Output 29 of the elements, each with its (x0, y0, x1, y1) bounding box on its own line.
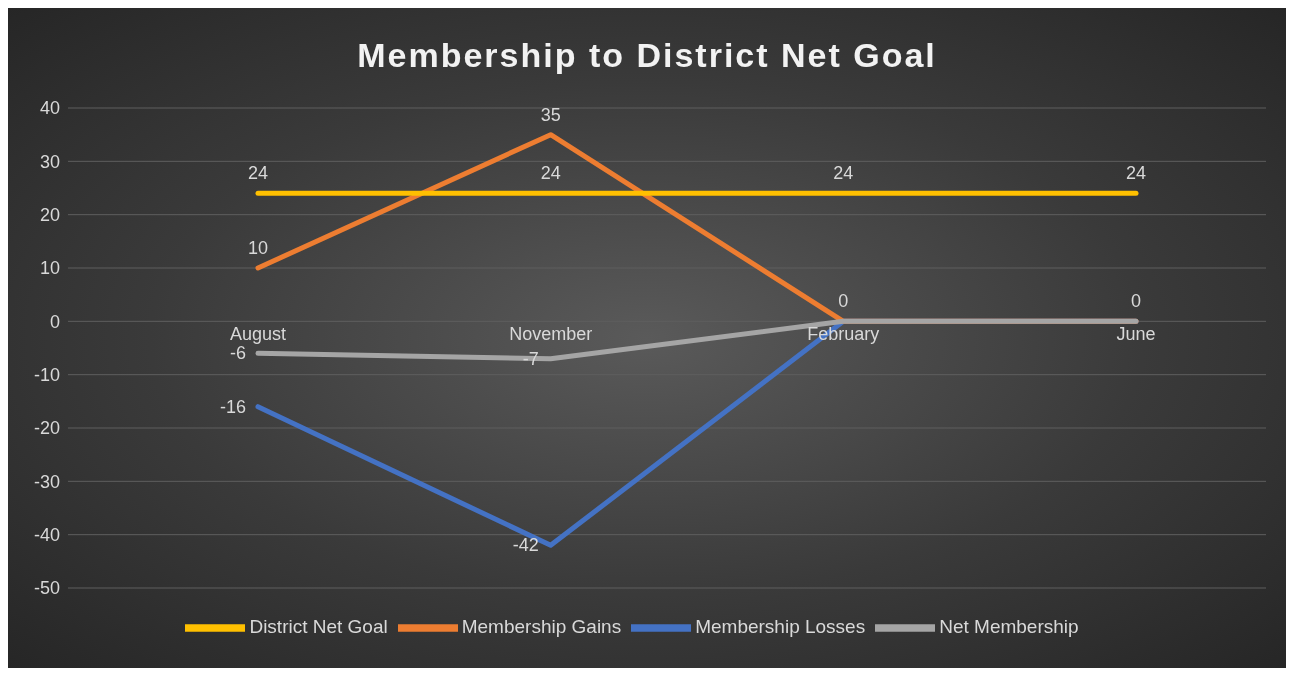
y-tick-label: 0 (49, 311, 60, 332)
data-label: 24 (1125, 163, 1147, 184)
y-tick-label: 40 (39, 98, 60, 119)
data-label: 35 (540, 104, 561, 125)
legend-label: Membership Gains (461, 616, 622, 638)
legend-label: Net Membership (939, 616, 1079, 638)
data-label: 10 (247, 238, 269, 258)
y-tick-label: -40 (33, 525, 60, 546)
data-label: -16 (219, 396, 246, 417)
y-tick-label: -10 (33, 365, 60, 386)
y-tick-label: -30 (33, 471, 60, 492)
chart-title: Membership to District Net Goal (356, 36, 938, 75)
x-tick-label: November (509, 324, 593, 345)
data-label: 0 (838, 291, 849, 312)
data-label: -42 (512, 535, 539, 556)
y-tick-label: -50 (33, 578, 60, 599)
y-tick-label: 10 (39, 258, 60, 279)
data-label: -6 (229, 343, 246, 364)
x-tick-label: June (1116, 324, 1156, 345)
legend-label: District Net Goal (249, 616, 388, 638)
y-tick-label: -20 (33, 418, 60, 439)
data-label: 24 (833, 163, 854, 184)
y-tick-label: 20 (39, 205, 60, 226)
data-label: 24 (540, 163, 561, 184)
y-tick-label: 30 (39, 151, 60, 172)
data-label: 0 (1130, 291, 1142, 312)
data-label: 24 (247, 163, 269, 184)
x-tick-label: August (229, 324, 287, 345)
legend-label: Membership Losses (695, 616, 866, 638)
